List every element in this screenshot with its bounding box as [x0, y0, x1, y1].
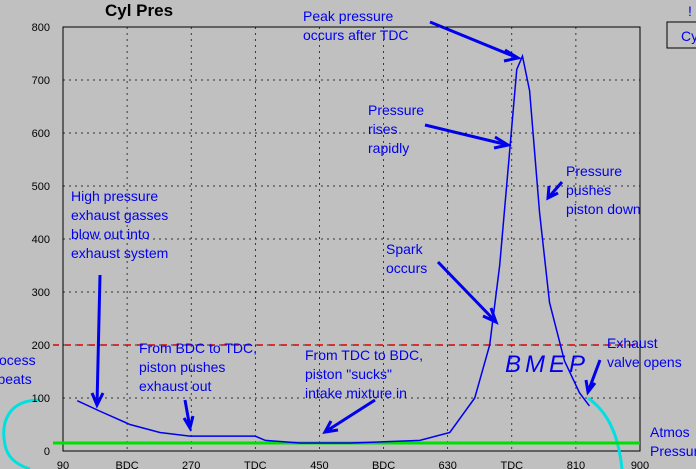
arrow	[584, 359, 602, 396]
arrow	[429, 20, 522, 63]
annotation: occurs after TDC	[303, 27, 409, 43]
cycle-arc	[587, 396, 624, 469]
y-tick-label: 400	[32, 234, 50, 246]
arrow	[322, 398, 376, 434]
annotation: piston pushes	[139, 359, 225, 375]
y-tick-label: 300	[32, 287, 50, 299]
x-tick-label: BDC	[372, 460, 395, 469]
annotation: !	[688, 3, 692, 19]
annotation: BMEP	[505, 351, 589, 378]
annotation: blow out into	[71, 226, 150, 242]
y-tick-label: 200	[32, 340, 50, 352]
legend-box	[666, 21, 696, 49]
arrow	[546, 181, 564, 201]
annotation: Pressure	[368, 102, 424, 118]
annotation: exhaust system	[71, 245, 168, 261]
x-tick-label: BDC	[115, 460, 138, 469]
cycle-arc	[2, 398, 41, 469]
y-tick-label: 100	[32, 393, 50, 405]
y-tick-label: 600	[32, 128, 50, 140]
annotation: High pressure	[71, 188, 158, 204]
arrow	[90, 274, 105, 409]
x-tick-label: 270	[182, 460, 200, 469]
pressure-line	[76, 53, 591, 444]
annotation: Process	[0, 352, 36, 368]
annotation: repeats	[0, 371, 32, 387]
annotation: From BDC to TDC,	[139, 340, 257, 356]
x-tick-label: 90	[57, 460, 69, 469]
annotation: piston "sucks"	[305, 366, 392, 382]
annotation: occurs	[386, 260, 427, 276]
annotation: exhaust out	[139, 378, 211, 394]
arrows	[90, 20, 602, 434]
arrow	[182, 399, 195, 432]
y-tick-label: 700	[32, 75, 50, 87]
annotation: Peak pressure	[303, 8, 393, 24]
annotation: From TDC to BDC,	[305, 347, 423, 363]
y-tick-label: 800	[32, 22, 50, 34]
annotation: Spark	[386, 241, 424, 257]
annotation: rises	[368, 121, 398, 137]
annotation: rapidly	[368, 140, 409, 156]
y-tick-label: 0	[44, 446, 50, 458]
annotation: Exhaust	[607, 335, 658, 351]
annotation: piston down	[566, 201, 641, 217]
annotation: Pressure	[650, 443, 696, 459]
x-tick-label: 450	[310, 460, 328, 469]
x-tick-label: TDC	[244, 460, 267, 469]
annotation: valve opens	[607, 354, 682, 370]
x-tick-label: 810	[567, 460, 585, 469]
annotation: Pressure	[566, 163, 622, 179]
annotation: intake mixture in	[305, 385, 407, 401]
x-tick-label: 900	[631, 460, 649, 469]
annotation: Cy	[681, 28, 696, 44]
annotation: exhaust gasses	[71, 207, 168, 223]
y-tick-label: 500	[32, 181, 50, 193]
cycle-arcs	[2, 396, 624, 469]
annotation: pushes	[566, 182, 611, 198]
x-tick-label: TDC	[500, 460, 523, 469]
chart-title: Cyl Pres	[105, 1, 173, 20]
x-tick-label: 630	[438, 460, 456, 469]
arrow	[424, 123, 512, 150]
annotation: Atmos	[650, 424, 690, 440]
